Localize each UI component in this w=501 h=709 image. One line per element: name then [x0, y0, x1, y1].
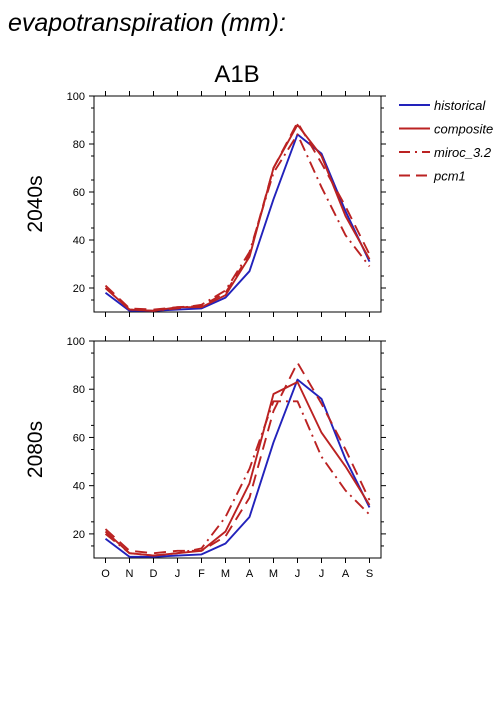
legend-item-miroc_3.2: miroc_3.2: [399, 145, 492, 160]
x-tick-label: J: [295, 568, 301, 580]
x-tick-label: O: [101, 568, 110, 580]
panel-2080s: 20 40 60 80 100 O N D J F M A M J J A S 2080s: [24, 336, 386, 580]
legend-item-composite: composite: [399, 122, 493, 137]
panel-2040s: 20 40 60 80 100 2040s: [24, 91, 386, 317]
series-line-pcm1: [104, 121, 371, 311]
legend-label: composite: [434, 122, 493, 137]
y-tick-label: 60: [73, 187, 85, 199]
x-tick-label: J: [319, 568, 325, 580]
legend: historical composite miroc_3.2 pcm1: [399, 98, 493, 184]
x-tick-label: N: [126, 568, 134, 580]
y-tick-label: 40: [73, 481, 85, 493]
legend-item-historical: historical: [399, 98, 486, 113]
row-label-2040s: 2040s: [24, 175, 47, 232]
x-tick-label: D: [150, 568, 158, 580]
x-tick-label: A: [246, 568, 254, 580]
series-line-historical: [104, 133, 371, 312]
series-line-historical: [104, 378, 371, 558]
x-tick-label: J: [175, 568, 181, 580]
legend-label: pcm1: [433, 169, 466, 184]
row-label-2080s: 2080s: [24, 421, 47, 478]
series-line-pcm1: [104, 361, 371, 555]
y-tick-label: 80: [73, 139, 85, 151]
y-tick-label: 100: [67, 91, 85, 103]
legend-item-pcm1: pcm1: [399, 169, 466, 184]
plot-frame: [93, 340, 382, 559]
y-tick-label: 100: [67, 336, 85, 348]
x-tick-label: S: [366, 568, 373, 580]
x-tick-label: M: [269, 568, 278, 580]
x-tick-label: A: [342, 568, 350, 580]
y-tick-label: 20: [73, 283, 85, 295]
series-line-miroc_3.2: [104, 133, 371, 312]
y-tick-label: 80: [73, 384, 85, 396]
scenario-title: A1B: [214, 61, 259, 88]
y-tick-label: 60: [73, 432, 85, 444]
plot-frame: [93, 95, 382, 313]
figure-title: evapotranspiration (mm):: [8, 9, 286, 37]
series-line-composite: [104, 123, 371, 312]
y-tick-label: 40: [73, 235, 85, 247]
x-tick-label: F: [198, 568, 205, 580]
x-tick-label: M: [221, 568, 230, 580]
legend-label: historical: [434, 98, 486, 113]
y-tick-label: 20: [73, 529, 85, 541]
legend-label: miroc_3.2: [434, 145, 492, 160]
series-line-miroc_3.2: [104, 400, 371, 557]
